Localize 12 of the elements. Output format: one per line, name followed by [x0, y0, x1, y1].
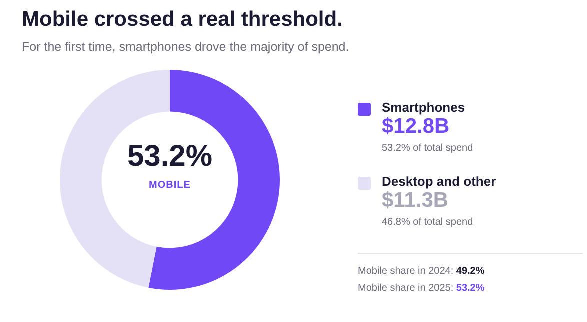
data-label: $11.3B [382, 189, 450, 213]
chart-subtitle: For the first time, smartphones drove the majority of spend. [22, 40, 350, 54]
chart-title: Mobile crossed a real threshold. [22, 8, 343, 32]
text: 53.2% [126, 140, 214, 174]
legend-label: Smartphones [382, 100, 466, 115]
legend-label: Desktop and other [382, 174, 498, 189]
text: 53.2% of total spend [382, 143, 474, 154]
data-label: $12.8B [382, 115, 451, 139]
text: MOBILE [148, 180, 192, 191]
text: Mobile share in 2025: 53.2% [358, 283, 485, 294]
text: 46.8% of total spend [382, 217, 474, 228]
text: Mobile share in 2024: 49.2% [358, 266, 485, 277]
